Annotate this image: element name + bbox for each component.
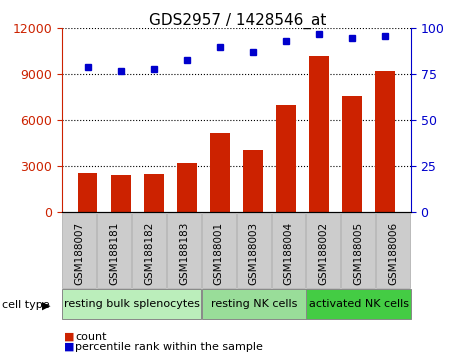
Bar [177,163,197,212]
Text: ■: ■ [64,332,75,342]
Text: count: count [75,332,106,342]
Bar [309,56,329,212]
Bar [97,213,131,288]
Text: GSM188004: GSM188004 [284,222,294,285]
Text: GDS2957 / 1428546_at: GDS2957 / 1428546_at [149,12,326,29]
Text: GSM188003: GSM188003 [249,222,259,285]
Bar [144,174,163,212]
Text: activated NK cells: activated NK cells [308,299,408,309]
Bar [167,213,201,288]
Bar [237,213,271,288]
Bar [276,105,296,212]
Text: GSM188182: GSM188182 [144,222,154,285]
Bar [77,173,97,212]
Bar [342,213,375,288]
Bar [272,213,305,288]
Text: resting NK cells: resting NK cells [210,299,297,309]
Text: percentile rank within the sample: percentile rank within the sample [75,342,263,352]
Bar [202,213,236,288]
Text: GSM188006: GSM188006 [389,222,399,285]
Bar [210,133,230,212]
Bar [243,149,263,212]
Bar [202,289,306,319]
Bar [111,175,131,212]
Bar [376,213,410,288]
Bar [342,96,362,212]
Bar [306,289,410,319]
Text: ■: ■ [64,342,75,352]
Text: GSM188005: GSM188005 [353,222,363,285]
Bar [62,213,96,288]
Bar [306,213,341,288]
Text: GSM188007: GSM188007 [74,222,84,285]
Text: ▶: ▶ [42,300,50,310]
Bar [375,71,395,212]
Text: resting bulk splenocytes: resting bulk splenocytes [64,299,200,309]
Text: cell type: cell type [2,300,50,310]
Text: GSM188001: GSM188001 [214,222,224,285]
Text: GSM188181: GSM188181 [109,222,119,285]
Bar [132,213,166,288]
Text: GSM188183: GSM188183 [179,222,189,285]
Bar [62,289,201,319]
Text: GSM188002: GSM188002 [319,222,329,285]
